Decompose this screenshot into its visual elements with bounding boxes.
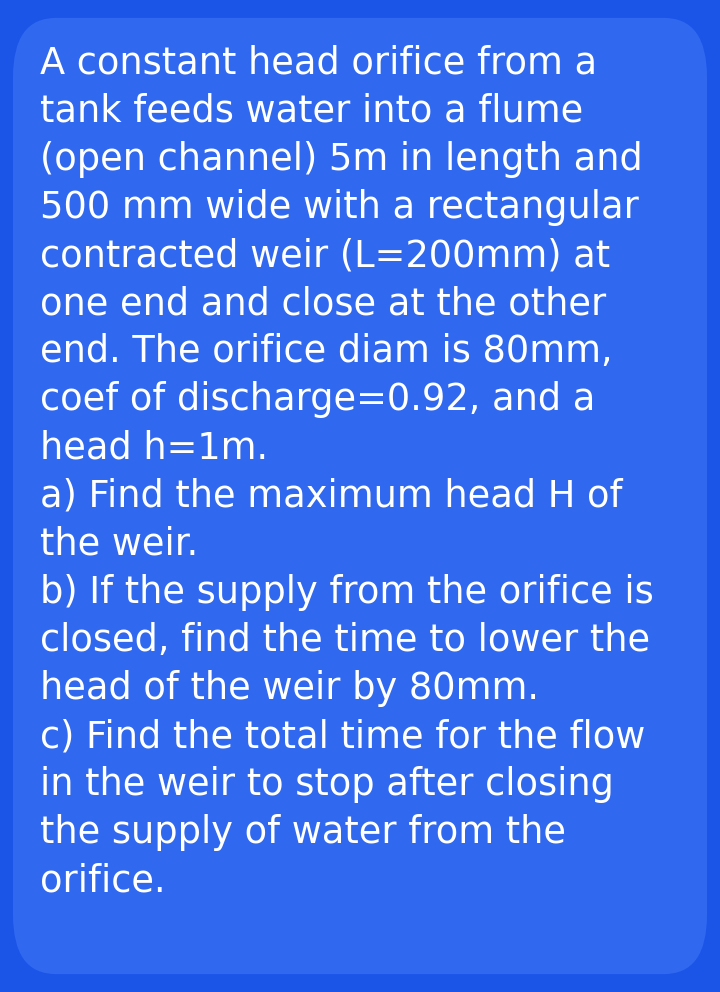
Text: c) Find the total time for the flow: c) Find the total time for the flow (40, 718, 645, 755)
Text: contracted weir (L=200mm) at: contracted weir (L=200mm) at (40, 237, 610, 274)
Text: end. The orifice diam is 80mm,: end. The orifice diam is 80mm, (40, 333, 612, 370)
Text: in the weir to stop after closing: in the weir to stop after closing (40, 766, 613, 804)
Text: the supply of water from the: the supply of water from the (40, 814, 566, 851)
Text: 500 mm wide with a rectangular: 500 mm wide with a rectangular (40, 188, 639, 226)
FancyBboxPatch shape (13, 18, 707, 974)
Text: the weir.: the weir. (40, 526, 198, 562)
Text: head of the weir by 80mm.: head of the weir by 80mm. (40, 670, 539, 707)
Text: a) Find the maximum head H of: a) Find the maximum head H of (40, 477, 622, 515)
Text: one end and close at the other: one end and close at the other (40, 286, 606, 322)
Text: head h=1m.: head h=1m. (40, 430, 268, 466)
Text: (open channel) 5m in length and: (open channel) 5m in length and (40, 141, 642, 178)
Text: b) If the supply from the orifice is: b) If the supply from the orifice is (40, 573, 653, 611)
Text: closed, find the time to lower the: closed, find the time to lower the (40, 622, 649, 659)
Text: coef of discharge=0.92, and a: coef of discharge=0.92, and a (40, 381, 595, 419)
Text: tank feeds water into a flume: tank feeds water into a flume (40, 93, 583, 130)
Text: orifice.: orifice. (40, 862, 165, 900)
Text: A constant head orifice from a: A constant head orifice from a (40, 45, 597, 81)
